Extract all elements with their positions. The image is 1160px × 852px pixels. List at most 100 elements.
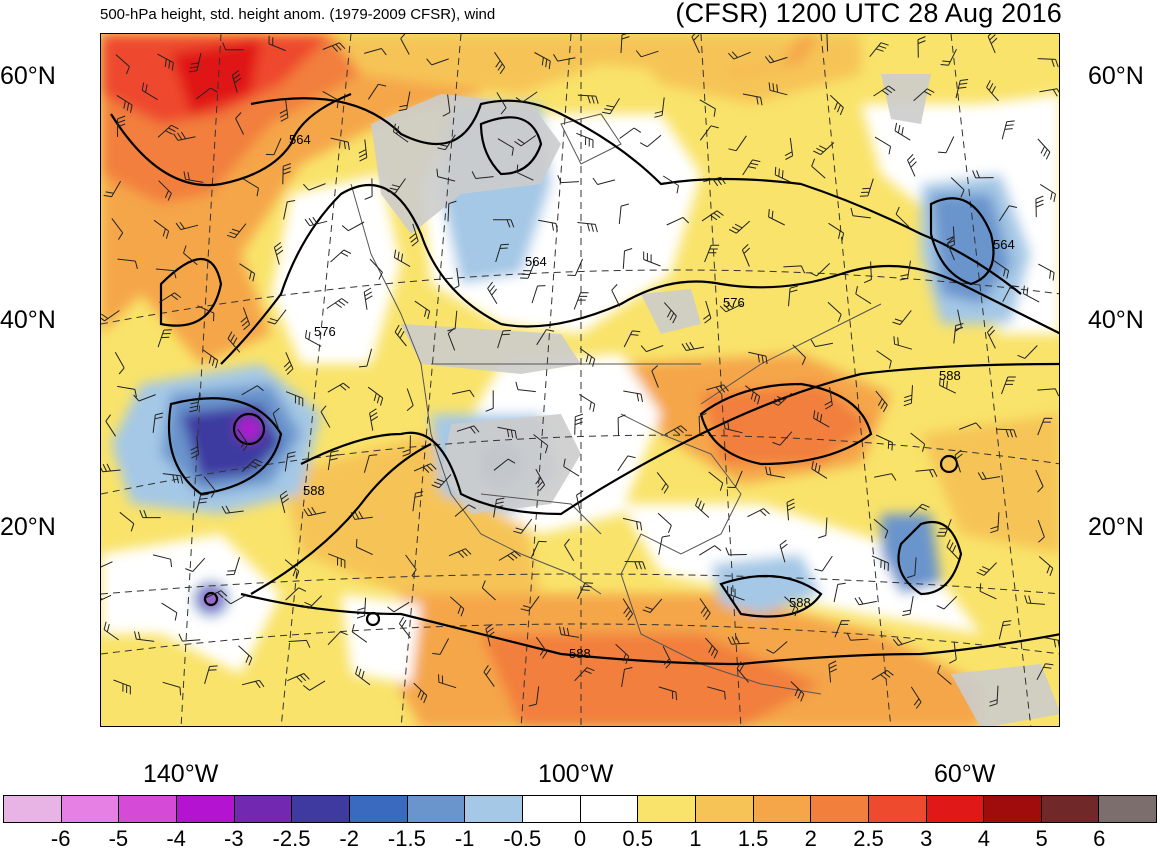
colorbar-tick-label: -4 [166,826,186,851]
land-south-america [951,664,1059,726]
lat-label-60n-left: 60°N [0,62,56,90]
wind-barb [1038,263,1055,281]
wind-barb [534,52,551,70]
wind-barb [159,292,182,303]
wind-barb [695,497,710,518]
wind-barb [387,601,410,613]
border-us-mexico [480,493,602,535]
wind-barb [493,219,515,228]
graticule-lon-120 [400,34,462,726]
wind-barb [563,458,580,477]
wind-barb [577,222,598,233]
wind-barb [283,200,296,220]
wind-barb [699,125,719,141]
wind-barb [320,405,331,428]
wind-barb [304,216,328,227]
wind-barb [454,504,476,517]
colorbar-tick-label: -3 [224,826,244,851]
land-southwest-us [441,414,581,514]
cool-anomaly-atlantic-trough-mid [931,194,1011,304]
wind-barb [871,555,889,572]
wind-barb [947,237,955,261]
wind-barb [953,323,964,344]
wind-barb [811,460,828,479]
colorbar-tick-label: -0.5 [503,826,542,851]
wind-barb [273,242,284,265]
wind-barb [204,590,228,599]
contour-small-low [203,591,219,607]
wind-barb [158,180,172,201]
wind-barb [161,602,178,621]
wind-barb [117,115,126,137]
colorbar-cell [176,796,235,822]
wind-barb [485,390,494,412]
wind-barb [993,260,1010,279]
wind-barb [946,226,955,249]
wind-barb [268,35,286,52]
wind-barb [654,97,665,118]
wind-barb [617,414,626,436]
wind-barb [643,251,661,267]
wind-barb [226,223,247,239]
coast-pacific [350,183,602,595]
lat-label-40n-left: 40°N [0,306,56,334]
warm-anomaly-peak [171,39,261,114]
wind-barb [481,580,496,601]
wind-barb [284,451,296,472]
wind-barb [995,428,1017,438]
wind-barb [101,310,120,322]
wind-barb [287,673,310,683]
colorbar-tick-label: 0 [573,826,587,851]
wind-barb [364,48,387,56]
wind-barb [267,309,287,325]
wind-barb [873,473,897,481]
contour-label-588-south: 588 [569,646,591,661]
wind-barb [483,665,495,687]
wind-barb [873,85,896,97]
wind-barb [265,138,282,156]
land-northwest-canada [371,94,561,234]
contour-closed-west [159,258,223,327]
lat-label-20n-left: 20°N [0,513,56,541]
wind-barb [810,339,833,348]
wind-barb [576,132,594,149]
contour-594-east [699,382,873,466]
colorbar-cell [868,796,927,822]
wind-barb [784,137,794,160]
wind-barb [1024,595,1045,605]
lon-label-100w: 100°W [538,760,614,788]
contour-564-west [110,92,352,187]
colorbar-cell [61,796,120,822]
wind-barb [703,176,726,187]
contour-east-pacific-low [365,611,381,627]
wind-barb [917,36,926,58]
wind-barb [907,154,917,177]
wind-barb [576,490,584,513]
wind-barb [699,545,722,556]
wind-barb [913,88,935,102]
wind-barb [827,301,842,322]
wind-barb [656,472,669,494]
wind-barb [355,538,373,556]
lon-label-140w: 140°W [143,760,219,788]
wind-barb [367,386,384,406]
wind-barb [157,53,174,71]
wind-barb [574,667,595,682]
wind-barb [241,385,264,396]
contour-atlantic-small-low [939,454,959,474]
wind-barb [227,331,241,353]
graticule-lon-130 [280,34,352,726]
wind-barb [538,219,558,232]
wind-barb [553,54,576,62]
wind-barb [237,428,249,451]
wind-barb [579,347,596,367]
wind-barb [456,425,480,434]
run-timestamp: (CFSR) 1200 UTC 28 Aug 2016 [675,0,1062,28]
wind-barb [402,435,411,457]
wind-barb [937,665,952,685]
wind-barb [658,535,671,555]
wind-barb [495,243,510,263]
wind-barb [239,263,256,282]
wind-barb [350,511,373,520]
colorbar-tick-label: -1 [454,826,475,851]
